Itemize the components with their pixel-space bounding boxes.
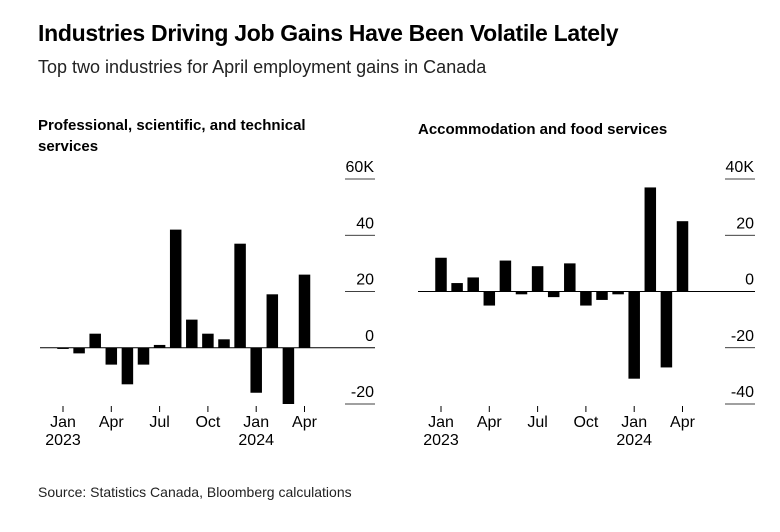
x-tick-year-label: 2023 xyxy=(423,432,459,449)
bar xyxy=(467,277,479,292)
y-tick-label: 40K xyxy=(726,159,755,176)
x-tick-label: Apr xyxy=(99,414,125,431)
bar xyxy=(499,260,512,292)
y-tick-label: 20 xyxy=(736,215,754,232)
x-tick-label: Oct xyxy=(573,414,598,431)
panel-title-accommodation: Accommodation and food services xyxy=(418,121,668,138)
x-tick-label: Jan xyxy=(50,414,76,431)
bar xyxy=(89,333,101,348)
bar xyxy=(483,291,496,306)
bar xyxy=(612,291,624,295)
bar xyxy=(580,291,592,306)
y-tick-label: -20 xyxy=(351,384,374,401)
chart-title: Industries Driving Job Gains Have Been V… xyxy=(38,20,619,46)
chart-subtitle: Top two industries for April employment … xyxy=(38,57,487,77)
bar xyxy=(628,291,640,379)
bar xyxy=(234,243,246,348)
bar xyxy=(121,347,134,385)
bar xyxy=(596,291,608,300)
bar xyxy=(451,283,463,292)
x-tick-label: Apr xyxy=(477,414,503,431)
x-tick-year-label: 2024 xyxy=(238,432,274,449)
bar xyxy=(73,347,85,354)
bar xyxy=(282,347,295,404)
bar xyxy=(531,266,544,292)
y-tick-label: 0 xyxy=(745,272,754,289)
bar xyxy=(564,263,576,292)
x-tick-label: Jan xyxy=(428,414,454,431)
bar xyxy=(676,221,689,292)
bar xyxy=(547,291,560,298)
x-tick-label: Jul xyxy=(149,414,169,431)
y-tick-label: -40 xyxy=(731,384,754,401)
x-tick-label: Apr xyxy=(292,414,318,431)
x-tick-label: Jan xyxy=(243,414,269,431)
y-tick-label: 20 xyxy=(356,272,374,289)
x-tick-year-label: 2023 xyxy=(45,432,81,449)
bar xyxy=(515,291,528,295)
x-tick-label: Jan xyxy=(621,414,647,431)
panel-title-professional: Professional, scientific, and technical … xyxy=(38,117,306,155)
bar xyxy=(202,333,214,348)
x-tick-year-label: 2024 xyxy=(616,432,652,449)
y-tick-label: 0 xyxy=(365,328,374,345)
bar xyxy=(57,347,69,349)
bar xyxy=(660,291,673,368)
y-tick-label: 60K xyxy=(346,159,375,176)
bar xyxy=(218,339,230,348)
bar xyxy=(435,257,447,292)
bar xyxy=(169,229,182,348)
bar xyxy=(266,294,279,348)
bar xyxy=(153,344,166,348)
bar xyxy=(250,347,262,393)
x-tick-label: Apr xyxy=(670,414,696,431)
bar xyxy=(298,274,311,348)
source-note: Source: Statistics Canada, Bloomberg cal… xyxy=(38,484,352,500)
bar xyxy=(105,347,118,365)
y-tick-label: -20 xyxy=(731,328,754,345)
x-tick-label: Oct xyxy=(195,414,220,431)
bar xyxy=(137,347,150,365)
x-tick-label: Jul xyxy=(527,414,547,431)
y-tick-label: 40 xyxy=(356,215,374,232)
bar xyxy=(186,319,198,348)
bar xyxy=(644,187,657,292)
